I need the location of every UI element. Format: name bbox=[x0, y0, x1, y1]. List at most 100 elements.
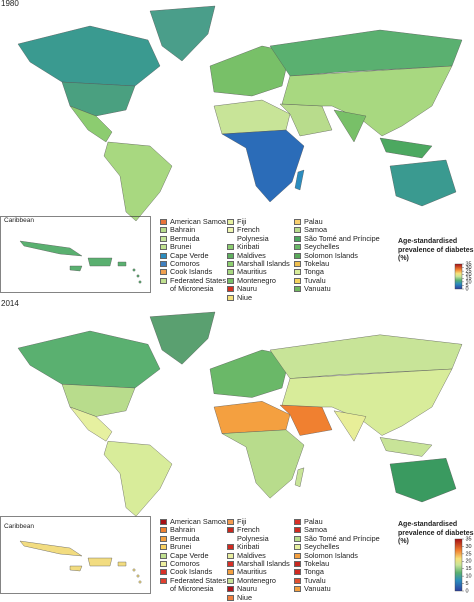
legend-item: Niue bbox=[227, 293, 293, 302]
legend-item: French Polynesia bbox=[227, 526, 293, 543]
legend-item: French Polynesia bbox=[227, 226, 293, 243]
legend-label: Bermuda bbox=[170, 233, 200, 243]
legend-swatch bbox=[227, 527, 234, 534]
legend-swatch bbox=[227, 519, 234, 525]
colorbar-tick-label: 10 bbox=[466, 574, 472, 580]
colorbar-title: Age-standardised prevalence of diabetes … bbox=[398, 238, 474, 262]
colorbar-tick-label: 25 bbox=[466, 269, 472, 275]
legend-label: American Samoa bbox=[170, 217, 226, 226]
legend-swatch bbox=[294, 269, 301, 276]
legend-swatch bbox=[160, 519, 167, 525]
legend-item: Nauru bbox=[227, 284, 293, 294]
legend-item: Fiji bbox=[227, 517, 293, 526]
legend-item: Nauru bbox=[227, 584, 293, 593]
colorbar-tick-label: 15 bbox=[466, 276, 472, 282]
legend-swatch bbox=[227, 244, 234, 251]
legend-item: Brunei bbox=[160, 542, 226, 551]
legend-item: Bahrain bbox=[160, 225, 226, 234]
legend-swatch bbox=[294, 227, 301, 234]
legend-swatch bbox=[294, 244, 301, 251]
legend-item: Fiji bbox=[227, 217, 293, 226]
legend-column: Fiji French Polynesia Kiribati Maldives Mars… bbox=[227, 217, 293, 302]
legend-label: Mauritius bbox=[237, 567, 267, 577]
legend-item: Samoa bbox=[294, 525, 384, 535]
legend-swatch bbox=[294, 552, 301, 559]
legend-label: Tonga bbox=[304, 267, 324, 277]
legend-label: Comoros bbox=[170, 259, 200, 269]
legend-item: Montenegro bbox=[227, 275, 293, 285]
legend-swatch bbox=[227, 594, 234, 601]
legend-item: Vanuatu bbox=[294, 284, 384, 293]
legend-swatch bbox=[294, 569, 301, 576]
legend-label: São Tomé and Príncipe bbox=[304, 533, 380, 543]
legend-swatch bbox=[160, 535, 167, 542]
legend-swatch bbox=[227, 252, 234, 259]
legend-item: Comoros bbox=[160, 559, 226, 569]
legend-swatch bbox=[160, 552, 167, 559]
legend-label: Niue bbox=[237, 592, 253, 602]
legend-label: Fiji bbox=[237, 517, 247, 526]
legend-label: Tonga bbox=[304, 567, 324, 577]
legend-swatch bbox=[160, 527, 167, 534]
legend-item: Tokelau bbox=[294, 559, 384, 569]
legend-item: Mauritius bbox=[227, 268, 293, 276]
legend-item: Maldives bbox=[227, 551, 293, 560]
legend-swatch bbox=[227, 569, 234, 576]
legend-swatch bbox=[294, 544, 301, 551]
legend-swatch bbox=[227, 552, 234, 559]
colorbar bbox=[454, 263, 463, 290]
legend-column: Fiji French Polynesia Kiribati Maldives Mars… bbox=[227, 517, 293, 602]
legend-item: Brunei bbox=[160, 242, 226, 252]
legend-item: Kiribati bbox=[227, 542, 293, 551]
legend-label: Seychelles bbox=[304, 542, 340, 552]
colorbar-tick-label: 20 bbox=[466, 272, 472, 278]
colorbar-tick-label: 20 bbox=[466, 559, 472, 565]
world-map-1980 bbox=[17, 5, 463, 222]
legend-swatch bbox=[227, 294, 234, 301]
legend-item: Cook Islands bbox=[160, 568, 226, 576]
legend-label: Nauru bbox=[237, 284, 257, 294]
legend-label: Comoros bbox=[170, 559, 200, 569]
legend-label: Bahrain bbox=[170, 525, 196, 535]
legend-swatch bbox=[294, 527, 301, 534]
colorbar-tick-label: 0 bbox=[466, 588, 469, 594]
legend-swatch bbox=[160, 261, 167, 268]
year-label: 1980 bbox=[1, 0, 19, 8]
legend-swatch bbox=[294, 261, 301, 268]
colorbar-tick-label: 35 bbox=[466, 261, 472, 267]
legend-item: American Samoa bbox=[160, 217, 226, 226]
legend-swatch bbox=[227, 219, 234, 225]
legend-label: Samoa bbox=[304, 525, 328, 535]
legend-item: Tuvalu bbox=[294, 575, 384, 585]
legend-label: Tuvalu bbox=[304, 575, 326, 585]
legend-item: Mauritius bbox=[227, 568, 293, 576]
legend-swatch bbox=[160, 252, 167, 259]
legend-swatch bbox=[160, 277, 167, 284]
legend-label: Seychelles bbox=[304, 242, 340, 252]
legend-swatch bbox=[294, 535, 301, 542]
legend-label: São Tomé and Príncipe bbox=[304, 233, 380, 243]
legend-label: Cape Verde bbox=[170, 250, 209, 260]
legend-label: Montenegro bbox=[237, 275, 276, 285]
legend-item: Seychelles bbox=[294, 542, 384, 552]
legend-item: Solomon Islands bbox=[294, 551, 384, 560]
legend-item: São Tomé and Príncipe bbox=[294, 233, 384, 243]
legend-item: Vanuatu bbox=[294, 584, 384, 593]
legend-label: Tokelau bbox=[304, 559, 330, 569]
legend-label: Federated States of Micronesia bbox=[170, 275, 226, 294]
legend-swatch bbox=[160, 569, 167, 576]
legend-item: Maldives bbox=[227, 251, 293, 260]
legend-item: Seychelles bbox=[294, 242, 384, 252]
legend-item: Tonga bbox=[294, 268, 384, 276]
legend-label: French Polynesia bbox=[237, 225, 269, 243]
legend-label: Samoa bbox=[304, 225, 328, 235]
legend-swatch bbox=[160, 244, 167, 251]
legend-swatch bbox=[227, 577, 234, 584]
colorbar-tick-label: 30 bbox=[466, 544, 472, 550]
legend-column: Palau Samoa São Tomé and Príncipe Seychelle… bbox=[294, 217, 384, 294]
legend-swatch bbox=[294, 235, 301, 242]
legend-label: Brunei bbox=[170, 242, 192, 252]
legend-item: Cook Islands bbox=[160, 268, 226, 276]
legend-item: Bahrain bbox=[160, 525, 226, 535]
